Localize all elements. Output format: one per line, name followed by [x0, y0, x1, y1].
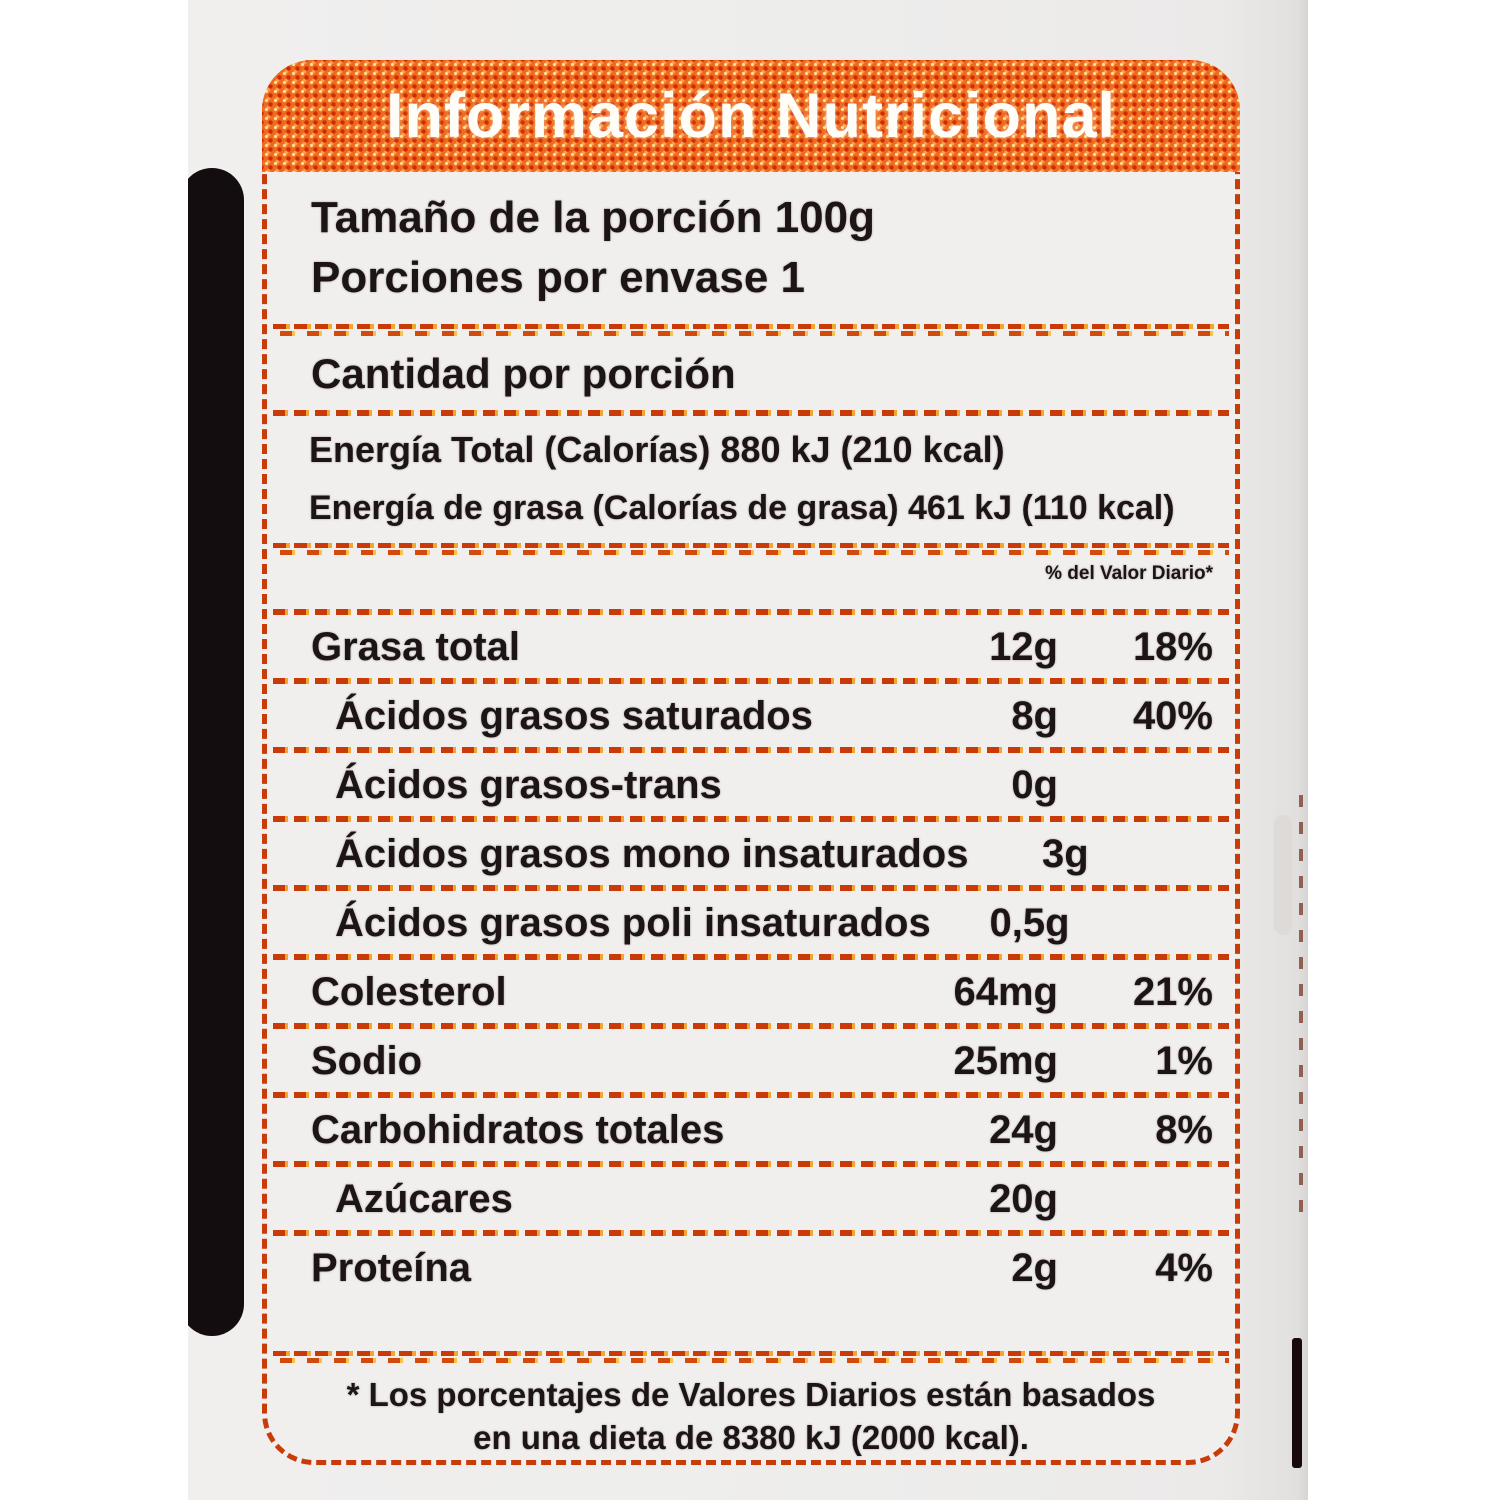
nutrient-amount: 20g [989, 1176, 1058, 1221]
energy-from-fat-line: Energía de grasa (Calorías de grasa) 461… [309, 489, 1175, 527]
nutrient-amount: 3g [1042, 831, 1089, 876]
nutrient-name: Ácidos grasos-trans [335, 762, 722, 807]
separator-thin [273, 609, 1229, 616]
nutrient-row: Ácidos grasos mono insaturados 3g [267, 823, 1235, 885]
package-edge-black-mark [1292, 1338, 1302, 1468]
separator-thin [273, 678, 1229, 685]
nutrient-amount: 64mg [953, 969, 1059, 1014]
nutrient-name: Azúcares [335, 1176, 513, 1221]
separator-thin [273, 747, 1229, 754]
nutrient-amount: 24g [989, 1107, 1058, 1152]
nutrient-name: Sodio [311, 1038, 423, 1083]
label-header-band: Información Nutricional [262, 60, 1240, 172]
servings-per-container-line: Porciones por envase 1 [311, 253, 805, 302]
package-edge-dashed-mark [1299, 795, 1303, 1225]
nutrient-name: Proteína [311, 1245, 472, 1290]
nutrient-name: Ácidos grasos saturados [335, 693, 813, 738]
nutrient-amount: 8g [1011, 693, 1058, 738]
nutrient-amount: 12g [989, 624, 1058, 669]
nutrient-amount: 0,5g [989, 900, 1070, 945]
separator-thin [273, 954, 1229, 961]
nutrient-daily-value: 1% [1155, 1038, 1213, 1083]
nutrition-facts-label: Información Nutricional Tamaño de la por… [262, 60, 1240, 1465]
separator-thin [273, 1092, 1229, 1099]
nutrient-name: Ácidos grasos poli insaturados [335, 900, 931, 945]
separator-thin [273, 1023, 1229, 1030]
separator-thin [273, 816, 1229, 823]
footnote-line-2: en una dieta de 8380 kJ (2000 kcal). [473, 1419, 1029, 1456]
nutrient-daily-value: 8% [1155, 1107, 1213, 1152]
nutrient-row: Grasa total 12g 18% [267, 616, 1235, 678]
nutrient-row: Azúcares 20g [267, 1168, 1235, 1230]
daily-value-column-note: % del Valor Diario* [1045, 563, 1213, 584]
nutrient-amount: 0g [1011, 762, 1058, 807]
nutrient-name: Carbohidratos totales [311, 1107, 725, 1152]
nutrient-row: Ácidos grasos saturados 8g 40% [267, 685, 1235, 747]
nutrient-daily-value: 18% [1132, 624, 1213, 669]
serving-size-line: Tamaño de la porción 100g [311, 193, 875, 242]
serving-block: Tamaño de la porción 100g Porciones por … [311, 188, 1205, 308]
nutrient-row: Ácidos grasos-trans 0g [267, 754, 1235, 816]
package-edge-smudge [1274, 815, 1292, 935]
separator-thin [273, 1230, 1229, 1237]
footnote: * Los porcentajes de Valores Diarios est… [267, 1373, 1235, 1459]
nutrient-daily-value: 21% [1132, 969, 1213, 1014]
separator-thick [273, 324, 1229, 336]
separator-thin [273, 1161, 1229, 1168]
separator-thick [273, 1351, 1229, 1363]
nutrient-daily-value: 4% [1155, 1245, 1213, 1290]
nutrient-daily-value: 40% [1132, 693, 1213, 738]
nutrient-amount: 2g [1011, 1245, 1058, 1290]
nutrient-row: Ácidos grasos poli insaturados 0,5g [267, 892, 1235, 954]
footnote-line-1: * Los porcentajes de Valores Diarios est… [346, 1376, 1156, 1413]
nutrient-name: Colesterol [311, 969, 507, 1014]
nutrient-row: Colesterol 64mg 21% [267, 961, 1235, 1023]
nutrient-name: Ácidos grasos mono insaturados [335, 831, 969, 876]
nutrient-row: Sodio 25mg 1% [267, 1030, 1235, 1092]
nutrient-row: Carbohidratos totales 24g 8% [267, 1099, 1235, 1161]
label-title: Información Nutricional [385, 81, 1117, 151]
amount-per-serving-heading: Cantidad por porción [311, 350, 736, 397]
nutrient-name: Grasa total [311, 624, 520, 669]
separator-thin [273, 885, 1229, 892]
separator-thin [273, 410, 1229, 417]
package-black-stripe [188, 168, 244, 1336]
separator-thick [273, 543, 1229, 555]
nutrient-amount: 25mg [953, 1038, 1059, 1083]
nutrient-row: Proteína 2g 4% [267, 1237, 1235, 1299]
energy-total-line: Energía Total (Calorías) 880 kJ (210 kca… [309, 429, 1005, 470]
